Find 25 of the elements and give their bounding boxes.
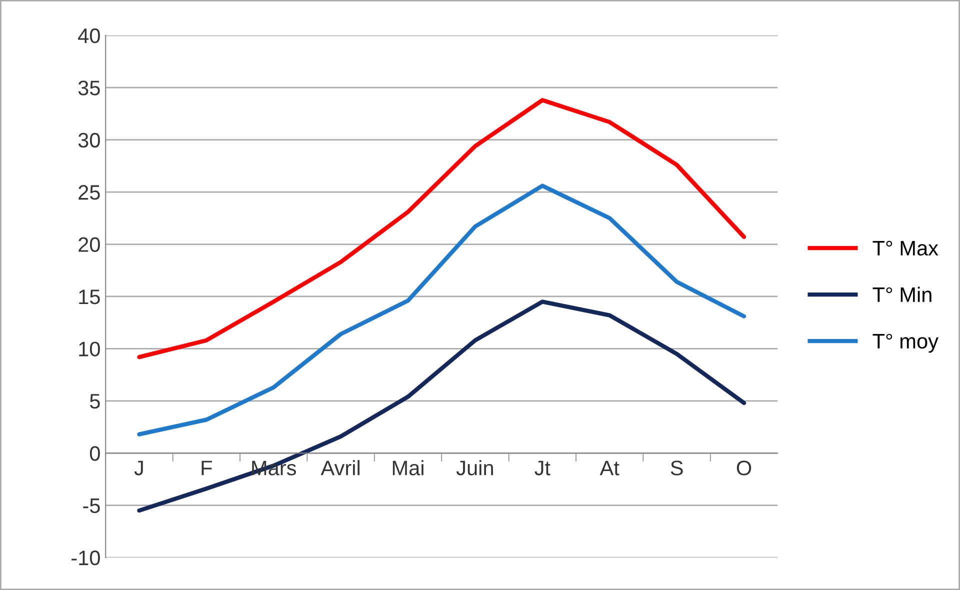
x-tick-label: O [736, 460, 752, 476]
legend-label: T° Max [872, 240, 938, 256]
x-tick-label: S [670, 460, 683, 476]
y-tick-label: -5 [83, 498, 100, 514]
x-tick-label: J [134, 460, 143, 476]
y-tick-label: 30 [78, 132, 100, 148]
legend-label: T° moy [872, 334, 938, 353]
x-tick-label: Mai [392, 460, 424, 476]
line-series [137, 98, 746, 360]
x-tick-label: Jt [534, 460, 550, 476]
x-tick-label: Avril [320, 460, 360, 476]
y-tick-label: 40 [78, 28, 100, 44]
y-tick-label: 5 [90, 394, 100, 409]
y-tick-label: 10 [79, 342, 100, 356]
y-tick-label: 20 [78, 237, 100, 252]
y-tick-label: 35 [78, 80, 100, 96]
y-tick-label: -10 [72, 550, 100, 566]
y-tick-label: 25 [78, 185, 100, 200]
line-series [137, 184, 746, 436]
x-tick-label: F [202, 460, 212, 476]
x-tick-label: At [600, 460, 620, 476]
y-tick-label: 0 [90, 446, 100, 461]
legend-label: T° Min [872, 286, 932, 302]
y-tick-label: 15 [79, 290, 100, 304]
x-tick-label: Juin [456, 460, 493, 476]
